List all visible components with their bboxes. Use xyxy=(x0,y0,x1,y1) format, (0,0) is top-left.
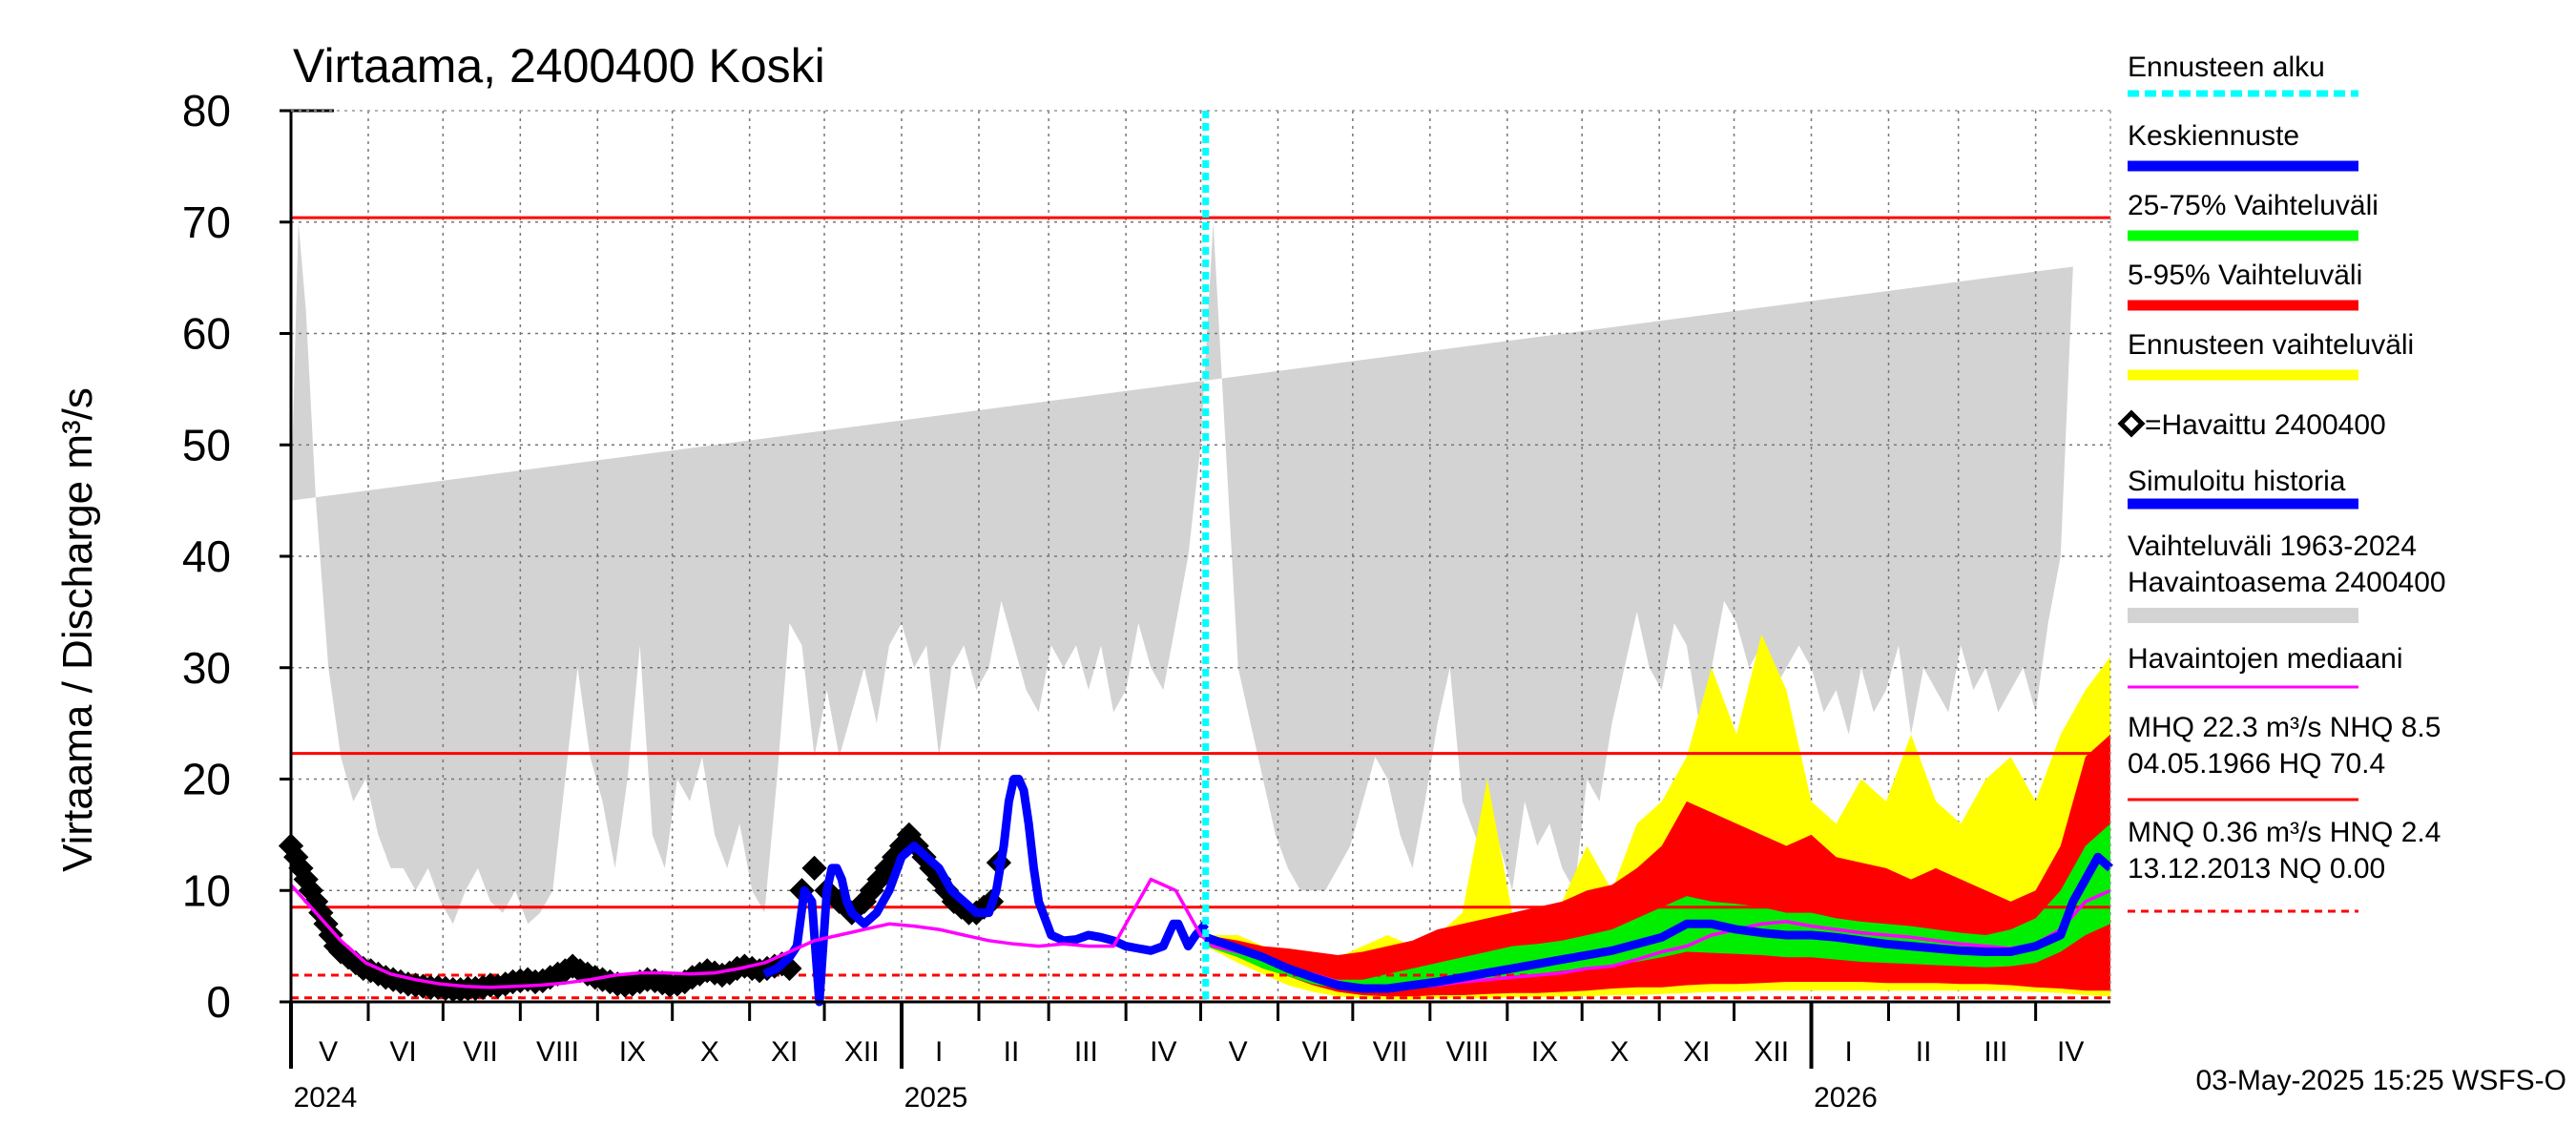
series-keskiennuste xyxy=(1204,852,2113,993)
series-havaintojen-mediaani xyxy=(289,877,2111,990)
y-tick-label: 30 xyxy=(182,643,231,693)
timestamp-footer: 03-May-2025 15:25 WSFS-O xyxy=(2196,1065,2567,1096)
month-label: II xyxy=(1004,1036,1020,1068)
month-label: I xyxy=(1845,1036,1853,1068)
legend-label: Ennusteen alku xyxy=(2128,52,2325,83)
y-tick-label: 70 xyxy=(182,198,231,247)
month-label: IX xyxy=(1531,1036,1558,1068)
band-25-75 xyxy=(1205,823,2110,991)
series-simuloitu-historia xyxy=(762,775,1210,1007)
y-tick-label: 40 xyxy=(182,531,231,581)
legend-label: =Havaittu 2400400 xyxy=(2145,409,2386,441)
year-label: 2026 xyxy=(1814,1082,1878,1114)
legend-label: Ennusteen vaihteluväli xyxy=(2128,329,2414,361)
year-label: 2024 xyxy=(294,1082,358,1114)
month-label: V xyxy=(319,1036,338,1068)
y-axis-label: Virtaama / Discharge m³/s xyxy=(54,387,101,872)
month-label: VIII xyxy=(1446,1036,1489,1068)
legend-label-2: 13.12.2013 NQ 0.00 xyxy=(2128,853,2385,885)
month-label: XII xyxy=(844,1036,880,1068)
y-tick-label: 10 xyxy=(182,865,231,915)
month-label: X xyxy=(700,1036,719,1068)
legend-label: Simuloitu historia xyxy=(2128,466,2346,497)
observed-point xyxy=(801,855,827,882)
month-label: X xyxy=(1610,1036,1629,1068)
month-label: VII xyxy=(1373,1036,1408,1068)
month-label: IV xyxy=(1150,1036,1176,1068)
y-tick-label: 60 xyxy=(182,309,231,359)
legend-label: 25-75% Vaihteluväli xyxy=(2128,190,2379,221)
legend: Ennusteen alku Keskiennuste 25-75% Vaihtel… xyxy=(2117,52,2446,913)
legend-label: Vaihteluväli 1963-2024 xyxy=(2128,531,2417,562)
legend-label: MNQ 0.36 m³/s HNQ 2.4 xyxy=(2128,817,2441,848)
year-label: 2025 xyxy=(904,1082,968,1114)
month-label: IV xyxy=(2057,1036,2084,1068)
month-label: VII xyxy=(463,1036,498,1068)
legend-label: Keskiennuste xyxy=(2128,120,2299,152)
y-tick-label: 0 xyxy=(206,977,231,1027)
legend-label: 5-95% Vaihteluväli xyxy=(2128,260,2362,291)
month-label: IX xyxy=(619,1036,646,1068)
y-tick-label: 80 xyxy=(182,86,231,135)
historical-range-band xyxy=(291,221,2073,925)
month-label: XI xyxy=(1683,1036,1710,1068)
legend-label: MHQ 22.3 m³/s NHQ 8.5 xyxy=(2128,712,2441,743)
legend-label: Havaintojen mediaani xyxy=(2128,643,2403,675)
month-label: III xyxy=(1984,1036,2007,1068)
legend-label-2: 04.05.1966 HQ 70.4 xyxy=(2128,748,2385,780)
chart-title: Virtaama, 2400400 Koski xyxy=(293,39,825,93)
month-label: II xyxy=(1916,1036,1932,1068)
legend-marker xyxy=(2117,409,2146,438)
y-tick-label: 20 xyxy=(182,755,231,804)
month-label: III xyxy=(1074,1036,1098,1068)
month-label: XII xyxy=(1754,1036,1789,1068)
month-label: I xyxy=(935,1036,943,1068)
month-label: VI xyxy=(389,1036,416,1068)
legend-label-2: Havaintoasema 2400400 xyxy=(2128,567,2446,598)
month-label: VI xyxy=(1301,1036,1328,1068)
month-label: VIII xyxy=(536,1036,579,1068)
month-label: V xyxy=(1229,1036,1248,1068)
month-label: XI xyxy=(771,1036,798,1068)
y-tick-label: 50 xyxy=(182,420,231,469)
